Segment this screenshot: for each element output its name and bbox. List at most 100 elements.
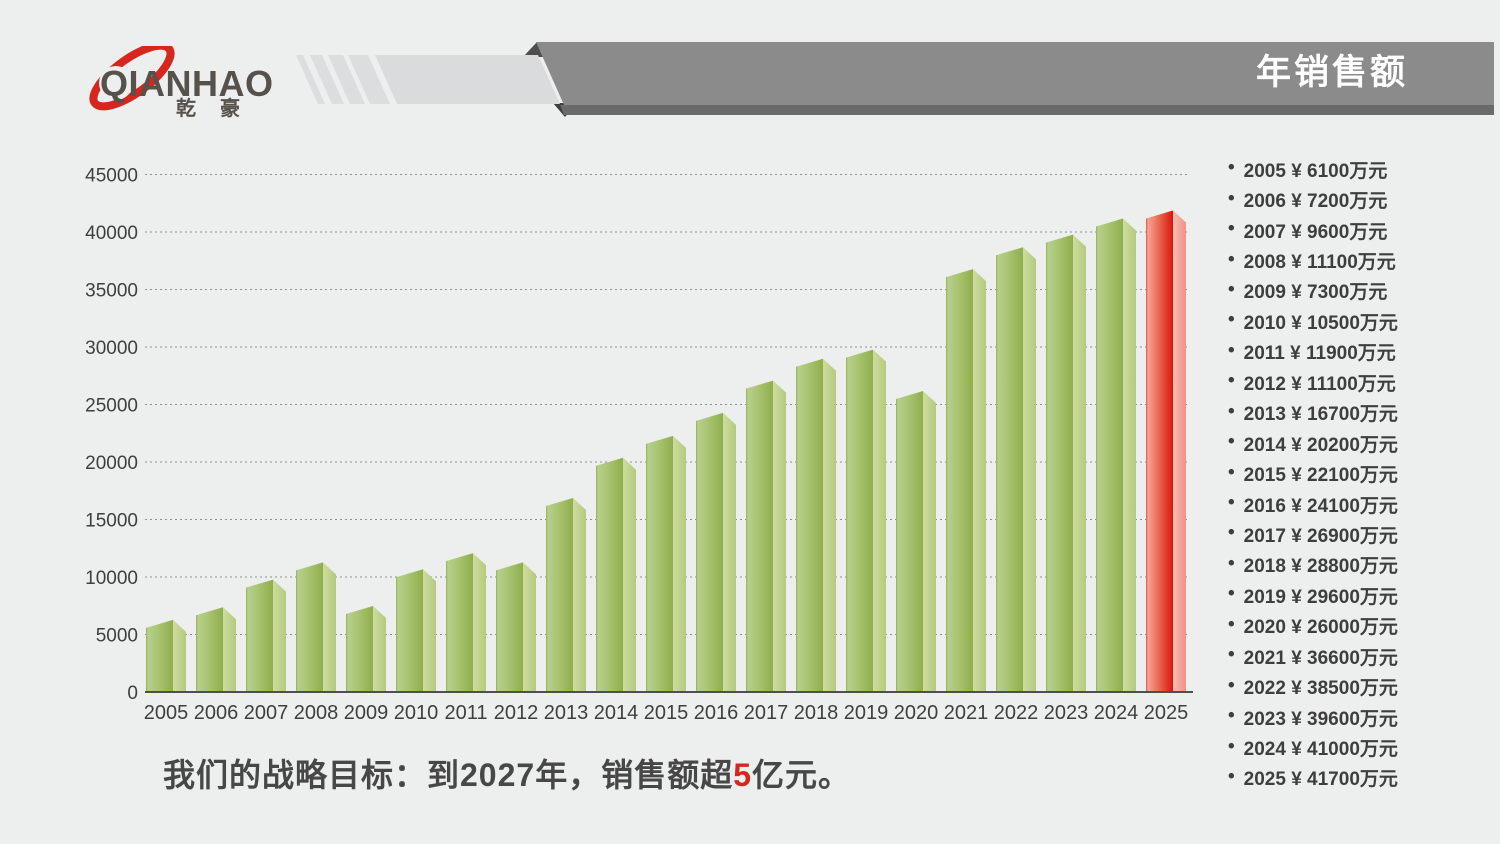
y-axis-label: 0 bbox=[127, 683, 138, 704]
bar-side-2009 bbox=[373, 606, 386, 692]
x-axis-label: 2011 bbox=[444, 702, 487, 724]
bar-front-2015 bbox=[646, 435, 673, 692]
banner-stripe bbox=[310, 55, 344, 104]
y-axis-label: 15000 bbox=[85, 511, 138, 532]
statement-highlight: 5 bbox=[733, 757, 752, 793]
year-value-text: 2005 ¥ 6100万元 bbox=[1243, 160, 1388, 182]
x-axis-label: 2009 bbox=[344, 702, 389, 724]
year-value-list: • 2005 ¥ 6100万元 • 2006 ¥ 7200万元 • 2007 ¥ 9600… bbox=[1228, 154, 1498, 793]
year-value-text: 2025 ¥ 41700万元 bbox=[1243, 769, 1398, 791]
bar-side-2012 bbox=[523, 562, 536, 692]
y-axis-label: 10000 bbox=[85, 568, 138, 589]
bar-front-2010 bbox=[396, 569, 423, 692]
bar-side-2016 bbox=[723, 412, 736, 692]
year-value-item: • 2018 ¥ 28800万元 bbox=[1228, 550, 1498, 580]
x-axis-label: 2014 bbox=[594, 702, 639, 724]
year-value-item: • 2024 ¥ 41000万元 bbox=[1228, 732, 1498, 762]
year-value-item: • 2020 ¥ 26000万元 bbox=[1228, 611, 1498, 641]
bar-side-2022 bbox=[1023, 247, 1036, 692]
year-value-item: • 2013 ¥ 16700万元 bbox=[1228, 398, 1498, 428]
bar-front-2019 bbox=[846, 349, 873, 692]
bullet-icon: • bbox=[1228, 278, 1235, 300]
bar-side-2008 bbox=[323, 562, 336, 692]
y-axis-label: 25000 bbox=[85, 396, 138, 417]
company-logo: QIANHAO 乾豪 bbox=[89, 46, 273, 120]
year-value-text: 2021 ¥ 36600万元 bbox=[1243, 647, 1398, 669]
year-value-text: 2011 ¥ 11900万元 bbox=[1243, 343, 1396, 365]
bar-front-2016 bbox=[696, 412, 723, 692]
x-axis-label: 2012 bbox=[494, 702, 539, 724]
x-axis-label: 2010 bbox=[394, 702, 439, 724]
sales-bar-chart: 0 5000 10000 15000 20000 25000 30000 35000 40000… bbox=[85, 166, 1193, 724]
bar-front-2009 bbox=[346, 606, 373, 692]
y-axis-label: 45000 bbox=[85, 166, 138, 187]
year-value-text: 2016 ¥ 24100万元 bbox=[1243, 495, 1398, 517]
x-axis-label: 2013 bbox=[544, 702, 589, 724]
bullet-icon: • bbox=[1228, 157, 1235, 179]
year-value-text: 2017 ¥ 26900万元 bbox=[1243, 525, 1398, 547]
year-value-item: • 2017 ¥ 26900万元 bbox=[1228, 519, 1498, 549]
banner-stripe bbox=[296, 55, 325, 104]
year-value-text: 2008 ¥ 11100万元 bbox=[1243, 252, 1396, 274]
bar-side-2014 bbox=[623, 457, 636, 692]
bar-side-2011 bbox=[473, 553, 486, 692]
x-axis-label: 2019 bbox=[844, 702, 889, 724]
year-value-item: • 2015 ¥ 22100万元 bbox=[1228, 458, 1498, 488]
x-axis-label: 2005 bbox=[144, 702, 189, 724]
bullet-icon: • bbox=[1228, 492, 1235, 514]
header-banner bbox=[296, 42, 1494, 117]
bullet-icon: • bbox=[1228, 309, 1235, 331]
bullet-icon: • bbox=[1228, 583, 1235, 605]
bar-side-2005 bbox=[173, 619, 186, 692]
year-value-text: 2015 ¥ 22100万元 bbox=[1243, 465, 1398, 487]
bar-side-2006 bbox=[223, 607, 236, 692]
banner-dark bbox=[536, 42, 1494, 105]
year-value-text: 2023 ¥ 39600万元 bbox=[1243, 708, 1398, 730]
bullet-icon: • bbox=[1228, 705, 1235, 727]
year-value-item: • 2022 ¥ 38500万元 bbox=[1228, 671, 1498, 701]
x-axis-label: 2007 bbox=[244, 702, 289, 724]
year-value-text: 2020 ¥ 26000万元 bbox=[1243, 617, 1398, 639]
bar-front-2012 bbox=[496, 562, 523, 692]
x-axis-label: 2018 bbox=[794, 702, 839, 724]
year-value-text: 2007 ¥ 9600万元 bbox=[1243, 221, 1388, 243]
page-title: 年销售额 bbox=[1255, 53, 1408, 92]
x-axis-label: 2015 bbox=[644, 702, 689, 724]
bullet-icon: • bbox=[1228, 400, 1235, 422]
x-axis-label: 2020 bbox=[894, 702, 939, 724]
y-axis-label: 35000 bbox=[85, 281, 138, 302]
bar-side-2007 bbox=[273, 579, 286, 692]
bar-front-2011 bbox=[446, 553, 473, 692]
y-axis-label: 20000 bbox=[85, 453, 138, 474]
banner-light bbox=[375, 55, 560, 104]
banner-stripe bbox=[328, 55, 365, 104]
bullet-icon: • bbox=[1228, 613, 1235, 635]
year-value-item: • 2005 ¥ 6100万元 bbox=[1228, 154, 1498, 184]
x-axis-label: 2021 bbox=[944, 702, 989, 724]
bullet-icon: • bbox=[1228, 248, 1235, 270]
y-axis-label: 40000 bbox=[85, 223, 138, 244]
year-value-text: 2010 ¥ 10500万元 bbox=[1243, 312, 1398, 334]
bar-front-2020 bbox=[896, 391, 923, 692]
statement-text: 亿元。 bbox=[752, 757, 852, 793]
year-value-item: • 2008 ¥ 11100万元 bbox=[1228, 245, 1498, 275]
year-value-text: 2014 ¥ 20200万元 bbox=[1243, 434, 1398, 456]
year-value-item: • 2019 ¥ 29600万元 bbox=[1228, 580, 1498, 610]
bar-front-2005 bbox=[146, 619, 173, 692]
year-value-text: 2022 ¥ 38500万元 bbox=[1243, 678, 1398, 700]
banner-shadow-strip bbox=[560, 105, 1494, 115]
x-axis-label: 2025 bbox=[1144, 702, 1189, 724]
bar-side-2019 bbox=[873, 349, 886, 692]
bullet-icon: • bbox=[1228, 552, 1235, 574]
year-value-item: • 2009 ¥ 7300万元 bbox=[1228, 276, 1498, 306]
year-value-item: • 2021 ¥ 36600万元 bbox=[1228, 641, 1498, 671]
bar-front-2008 bbox=[296, 562, 323, 692]
year-value-item: • 2011 ¥ 11900万元 bbox=[1228, 337, 1498, 367]
x-axis-label: 2017 bbox=[744, 702, 789, 724]
bullet-icon: • bbox=[1228, 370, 1235, 392]
bar-side-2015 bbox=[673, 435, 686, 692]
bar-front-2013 bbox=[546, 497, 573, 692]
bar-front-2018 bbox=[796, 358, 823, 692]
bullet-icon: • bbox=[1228, 522, 1235, 544]
